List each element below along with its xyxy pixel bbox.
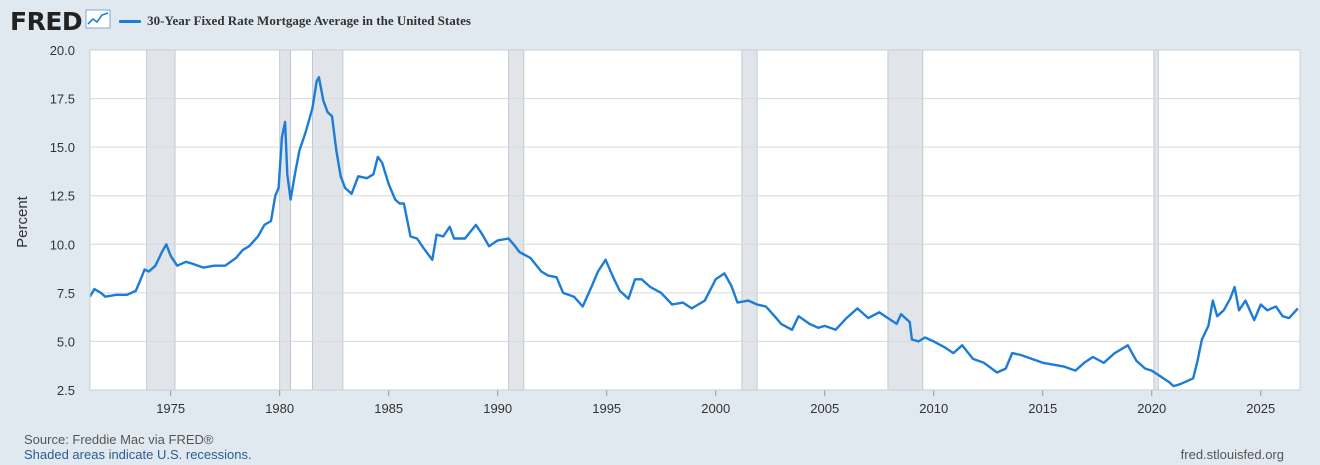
recession-band [508, 49, 525, 391]
legend: 30-Year Fixed Rate Mortgage Average in t… [119, 13, 471, 29]
x-tick-label: 1980 [265, 401, 294, 416]
source-note: Source: Freddie Mac via FRED® [24, 432, 214, 447]
x-tick-label: 2025 [1246, 401, 1275, 416]
x-tick-label: 2015 [1028, 401, 1057, 416]
legend-swatch [119, 19, 142, 23]
header: FRED 30-Year Fixed Rate Mortgage Average… [10, 6, 471, 36]
x-tick-label: 1975 [156, 401, 185, 416]
line-chart-icon [85, 9, 111, 34]
recession-band [311, 49, 344, 391]
x-tick-label: 2020 [1137, 401, 1166, 416]
x-tick-label: 2010 [919, 401, 948, 416]
legend-label: 30-Year Fixed Rate Mortgage Average in t… [147, 13, 471, 28]
y-tick-label: 15.0 [50, 140, 75, 155]
y-tick-label: 20.0 [50, 43, 75, 58]
x-tick-label: 2005 [810, 401, 839, 416]
x-tick-label: 1985 [374, 401, 403, 416]
y-tick-label: 10.0 [50, 237, 75, 252]
recession-shading [146, 49, 1159, 391]
recession-band [741, 49, 758, 391]
y-tick-label: 17.5 [50, 92, 75, 107]
y-axis-label: Percent [14, 195, 31, 248]
x-tick-label: 1990 [483, 401, 512, 416]
plot-area [90, 50, 1300, 390]
y-axis-ticks: 2.5 5.0 7.5 10.0 12.5 15.0 17.5 20.0 [50, 43, 75, 398]
recession-band [887, 49, 924, 391]
recession-band [279, 49, 291, 391]
y-tick-label: 2.5 [57, 383, 75, 398]
x-tick-label: 1995 [592, 401, 621, 416]
plot-border [89, 49, 1301, 391]
y-tick-label: 5.0 [57, 334, 75, 349]
recession-band [146, 49, 176, 391]
x-axis-ticks: 1975 1980 1985 1990 1995 2000 2005 2010 2015 2020… [156, 390, 1275, 416]
y-tick-label: 12.5 [50, 189, 75, 204]
fred-logo[interactable]: FRED [10, 6, 83, 36]
recession-band [1153, 49, 1159, 391]
x-tick-label: 2000 [701, 401, 730, 416]
y-tick-label: 7.5 [57, 286, 75, 301]
series-line [88, 76, 1299, 388]
recession-note-link[interactable]: Shaded areas indicate U.S. recessions. [24, 447, 252, 462]
site-url[interactable]: fred.stlouisfed.org [1180, 447, 1284, 462]
